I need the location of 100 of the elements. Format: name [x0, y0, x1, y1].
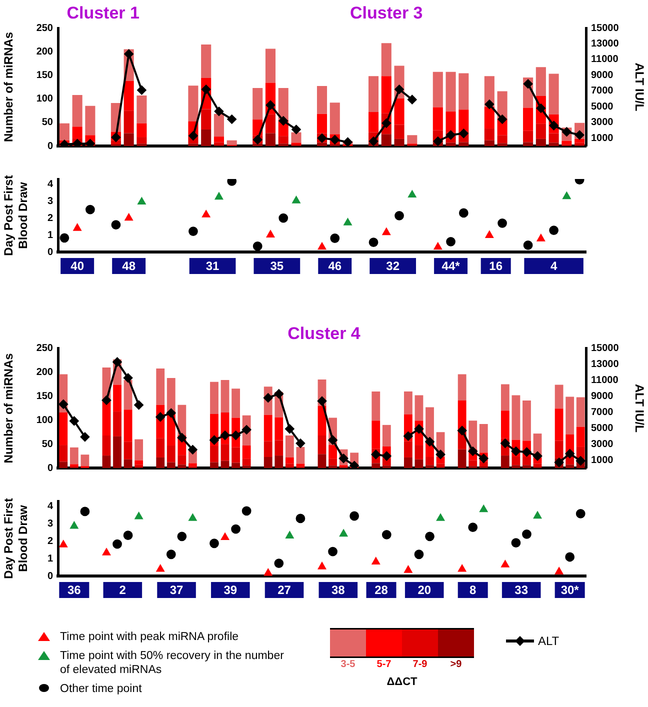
y-tick-label: 250 [36, 22, 54, 34]
bar [265, 133, 276, 146]
point [296, 438, 305, 448]
point [296, 514, 306, 524]
text: 2 [119, 582, 126, 597]
point [536, 234, 546, 242]
point [292, 124, 301, 134]
bar [458, 374, 466, 401]
point [286, 531, 294, 538]
bar [178, 464, 186, 468]
point [368, 238, 378, 248]
bar [265, 48, 276, 83]
bar [446, 72, 456, 112]
bar [242, 458, 251, 466]
bar [134, 464, 144, 468]
bar [446, 142, 456, 146]
point [408, 95, 417, 104]
y-tick-label: 4 [47, 178, 54, 190]
point [102, 548, 111, 556]
text: 35 [270, 258, 284, 273]
bar [156, 368, 165, 405]
point [80, 506, 90, 516]
bar [512, 456, 520, 466]
point [73, 224, 82, 231]
bar [328, 458, 337, 466]
point [124, 373, 133, 382]
bar [285, 457, 294, 464]
bar [85, 106, 96, 136]
bar [210, 462, 218, 468]
point [166, 408, 176, 418]
bar [436, 464, 445, 468]
bar [484, 106, 494, 129]
bar [70, 447, 78, 464]
point [188, 131, 198, 140]
y2-tick-label: 11000 [591, 375, 619, 386]
bar [264, 414, 272, 442]
bar [318, 454, 326, 468]
text: 4 [550, 258, 558, 273]
point [565, 449, 574, 458]
point [278, 213, 288, 223]
bar [113, 384, 122, 412]
point [458, 564, 466, 572]
point [382, 228, 391, 236]
point [214, 192, 224, 200]
bar [113, 436, 122, 468]
y-tick-label: 0 [47, 246, 54, 258]
bar [554, 384, 564, 409]
point [124, 213, 133, 221]
point [498, 114, 507, 124]
y-tick-label: 200 [36, 367, 54, 378]
bar [252, 88, 263, 120]
y-tick-label: 3 [47, 518, 54, 530]
y-tick-label: 1 [47, 553, 54, 564]
y2-tick-label: 13000 [591, 359, 620, 370]
text: 3-5 [340, 659, 356, 671]
point [318, 242, 326, 250]
point [60, 233, 70, 243]
point [328, 546, 338, 556]
y-tick-label: 150 [36, 390, 54, 402]
point [285, 424, 294, 434]
text: 5-7 [376, 659, 392, 671]
bar [372, 463, 380, 468]
text: 20 [418, 582, 432, 597]
bar [178, 455, 186, 465]
bar [574, 138, 585, 143]
point [446, 236, 456, 246]
point [533, 452, 542, 461]
bar [274, 417, 284, 440]
point [350, 461, 359, 468]
point [166, 550, 176, 560]
bar [265, 114, 276, 134]
point [485, 230, 494, 238]
text: Cluster 3 [350, 4, 423, 23]
bar [220, 460, 230, 468]
point [137, 86, 146, 95]
point [274, 558, 284, 568]
bar [214, 136, 224, 142]
text: 16 [489, 258, 503, 273]
point [554, 567, 564, 574]
point [330, 135, 340, 144]
bar [124, 442, 132, 460]
text: 38 [331, 582, 346, 597]
point [264, 568, 272, 576]
point [111, 220, 121, 230]
bar [426, 407, 434, 442]
y2-tick-label: 7000 [591, 406, 614, 418]
point [484, 100, 494, 109]
y2-tick-label: 15000 [591, 343, 620, 354]
point [231, 430, 240, 440]
legend-label: Other time point [60, 682, 142, 696]
point [523, 240, 533, 250]
text: 39 [224, 582, 238, 597]
y-tick-label: 2 [47, 536, 54, 547]
point [102, 396, 111, 405]
point [436, 450, 446, 459]
y2-tick-label: 13000 [591, 38, 620, 50]
bar [214, 114, 224, 137]
point [498, 218, 507, 228]
bar [468, 460, 478, 466]
bar [220, 380, 230, 413]
